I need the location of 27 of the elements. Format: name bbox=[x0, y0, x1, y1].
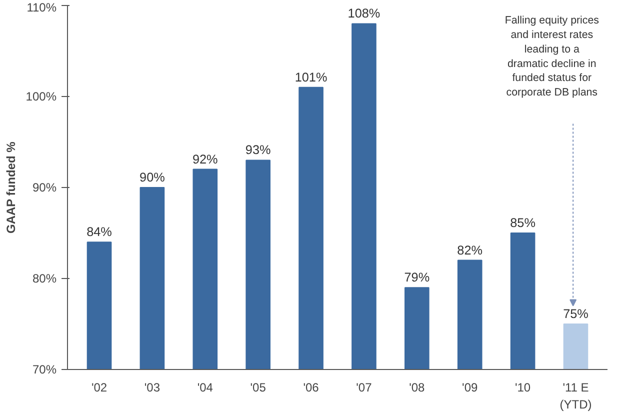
x-tick-label: '05 bbox=[250, 380, 266, 394]
x-tick-label: '06 bbox=[303, 380, 320, 394]
y-tick-label: 110% bbox=[26, 0, 57, 14]
data-label: 108% bbox=[348, 6, 380, 21]
x-tick-label: '09 bbox=[462, 380, 478, 394]
data-label: 75% bbox=[563, 307, 588, 321]
data-label: 84% bbox=[86, 225, 112, 240]
data-label: 92% bbox=[192, 152, 218, 166]
y-tick-label: 70% bbox=[32, 362, 57, 376]
x-tick-label: '02 bbox=[91, 380, 108, 394]
data-label: 85% bbox=[510, 216, 536, 230]
y-tick-label: 100% bbox=[26, 90, 57, 104]
x-tick-label: '08 bbox=[409, 380, 426, 394]
y-tick-label: 80% bbox=[32, 272, 57, 286]
x-tick-label: '07 bbox=[356, 380, 372, 394]
x-tick-label: '11 E (YTD) bbox=[560, 380, 592, 412]
x-tick-label: '03 bbox=[144, 380, 160, 394]
y-tick-label: 90% bbox=[32, 180, 57, 194]
data-label: 101% bbox=[294, 70, 328, 84]
data-label: 93% bbox=[245, 143, 271, 158]
data-label: 79% bbox=[404, 270, 430, 285]
x-tick-label: '10 bbox=[514, 380, 531, 394]
data-label: 82% bbox=[457, 243, 483, 258]
annotation: Falling equity prices and interest rates leading to a dramatic decline in funded status for corporate DB plans bbox=[504, 14, 600, 99]
y-axis-title: GAAP funded % bbox=[4, 141, 18, 234]
data-label: 90% bbox=[140, 170, 165, 184]
x-tick-label: '04 bbox=[197, 380, 214, 394]
